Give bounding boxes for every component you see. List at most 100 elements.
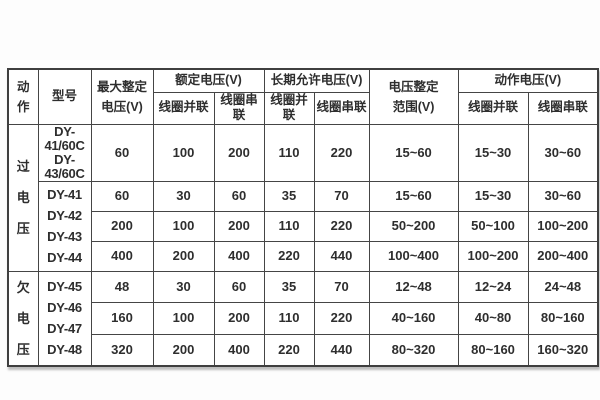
group-header-longterm-allowed-voltage: 长期允许电压(V) [263, 68, 370, 93]
cell-line: 电 [16, 310, 30, 326]
col-header-max-setting-voltage: 最大整定电压(V) [90, 68, 154, 125]
value-cell: 15~60 [368, 180, 459, 212]
value-cell: 110 [263, 210, 315, 242]
value-cell: 400 [213, 240, 265, 272]
value-cell: 200 [213, 210, 265, 242]
value-cell: 30~60 [527, 180, 599, 212]
value-cell: 110 [263, 302, 315, 335]
value-cell: 100~200 [457, 240, 529, 272]
value-cell: 60 [90, 180, 154, 212]
value-cell: 220 [313, 123, 370, 182]
value-cell: 30 [152, 270, 215, 304]
cell-line: 过 [16, 159, 30, 175]
value-cell: 60 [213, 180, 265, 212]
value-cell: 200 [152, 240, 215, 272]
value-cell: 100 [152, 123, 215, 182]
value-cell: 80~160 [527, 302, 599, 335]
col-header-operating-coil-parallel: 线圈并联 [457, 91, 529, 125]
value-cell: 40~80 [457, 302, 529, 335]
cell-line: DY-41 [47, 187, 82, 203]
cell-line: 欠 [16, 279, 30, 295]
value-cell: 48 [90, 270, 154, 304]
col-header-rated-coil-parallel: 线圈并联 [152, 91, 215, 125]
cell-line: DY-41/60C [44, 124, 85, 153]
value-cell: 110 [263, 123, 315, 182]
cell-line: 电压整定 [388, 79, 439, 94]
value-cell: 40~160 [368, 302, 459, 335]
cell-line: 电压(V) [101, 99, 143, 114]
value-cell: 220 [313, 302, 370, 335]
value-cell: 12~48 [368, 270, 459, 304]
value-cell: 15~30 [457, 180, 529, 212]
header-row: 线圈并联 线圈串联 线圈并联 线圈串联 线圈并联 线圈串联 [8, 91, 599, 125]
model-cell: DY-45 DY-46 DY-47 DY-48 [37, 270, 92, 367]
cell-line: DY-47 [47, 321, 82, 337]
table-body: 过电压 DY-41/60C DY-43/60C 60 100 200 110 220 15~60… [7, 123, 599, 367]
value-cell: 80~320 [368, 333, 459, 367]
action-group-undervoltage: 欠电压 [7, 270, 39, 367]
value-cell: 320 [90, 333, 154, 367]
value-cell: 200 [213, 123, 265, 182]
value-cell: 70 [313, 270, 370, 304]
value-cell: 50~200 [368, 210, 459, 242]
value-cell: 220 [263, 333, 315, 367]
value-cell: 80~160 [457, 333, 529, 367]
value-cell: 12~24 [457, 270, 529, 304]
model-cell: DY-41 DY-42 DY-43 DY-44 [37, 180, 92, 272]
value-cell: 15~60 [368, 123, 459, 182]
value-cell: 60 [90, 123, 154, 182]
cell-line: 最大整定 [96, 79, 147, 94]
value-cell: 200 [90, 210, 154, 242]
cell-line: DY-44 [47, 250, 82, 266]
col-header-model: 型号 [37, 68, 92, 125]
value-cell: 100~400 [368, 240, 459, 272]
cell-line: DY-48 [47, 342, 82, 358]
cell-line: DY-45 [47, 279, 82, 295]
value-cell: 400 [213, 333, 265, 367]
value-cell: 100~200 [527, 210, 599, 242]
table-header: 动作型号 最大整定 电压(V) 额定电压(V) 长期允许电压(V) 电压整定 范围(V) 动作… [7, 68, 599, 125]
cell-line: 作 [16, 99, 30, 114]
value-cell: 200~400 [527, 240, 599, 272]
value-cell: 30~60 [527, 123, 599, 182]
table-row: 160 100 200 110 220 40~160 40~80 80~160 [8, 302, 599, 335]
value-cell: 15~30 [457, 123, 529, 182]
value-cell: 400 [90, 240, 154, 272]
cell-line: 压 [16, 341, 30, 357]
value-cell: 24~48 [527, 270, 599, 304]
cell-line: 动 [16, 79, 30, 94]
header-row: 动作型号 最大整定 电压(V) 额定电压(V) 长期允许电压(V) 电压整定 范围(V) 动作… [7, 68, 599, 125]
value-cell: 60 [213, 270, 265, 304]
col-header-longterm-coil-series: 线圈串联 [313, 91, 370, 125]
value-cell: 50~100 [457, 210, 529, 242]
col-header-rated-coil-series: 线圈串联 [213, 91, 265, 125]
cell-line: 范围(V) [392, 99, 435, 114]
col-header-longterm-coil-parallel: 线圈并联 [263, 91, 315, 125]
value-cell: 100 [152, 302, 215, 335]
value-cell: 30 [152, 180, 215, 212]
table-row: 200 100 200 110 220 50~200 50~100 100~200 [8, 210, 599, 242]
value-cell: 35 [263, 180, 315, 212]
value-cell: 100 [152, 210, 215, 242]
cell-line: 压 [16, 221, 30, 237]
action-group-overvoltage: 过电压 [7, 123, 39, 272]
table-row: 400 200 400 220 440 100~400 100~200 200~400 [8, 240, 599, 272]
group-header-operating-voltage: 动作电压(V) [457, 68, 599, 93]
value-cell: 200 [213, 302, 265, 335]
model-cell: DY-41/60C DY-43/60C [37, 123, 92, 182]
table-row: DY-41 DY-42 DY-43 DY-44 60 30 60 35 70 15~60 15~30… [8, 180, 599, 272]
cell-line: 电 [16, 190, 30, 206]
table-row: 欠电压 DY-45 DY-46 DY-47 DY-48 48 30 60 35 70 12~48 12… [7, 270, 599, 367]
value-cell: 160~320 [527, 333, 599, 367]
cell-line: DY-42 [47, 208, 82, 224]
relay-spec-table: 动作型号 最大整定 电压(V) 额定电压(V) 长期允许电压(V) 电压整定 范围(V) 动作… [7, 68, 600, 367]
group-header-rated-voltage: 额定电压(V) [152, 68, 265, 93]
col-header-action: 动作 [7, 68, 39, 125]
value-cell: 440 [313, 240, 370, 272]
value-cell: 220 [263, 240, 315, 272]
cell-line: DY-43 [47, 229, 82, 245]
cell-line: DY-46 [47, 300, 82, 316]
col-header-voltage-setting-range: 电压整定范围(V) [368, 68, 459, 125]
value-cell: 220 [313, 210, 370, 242]
